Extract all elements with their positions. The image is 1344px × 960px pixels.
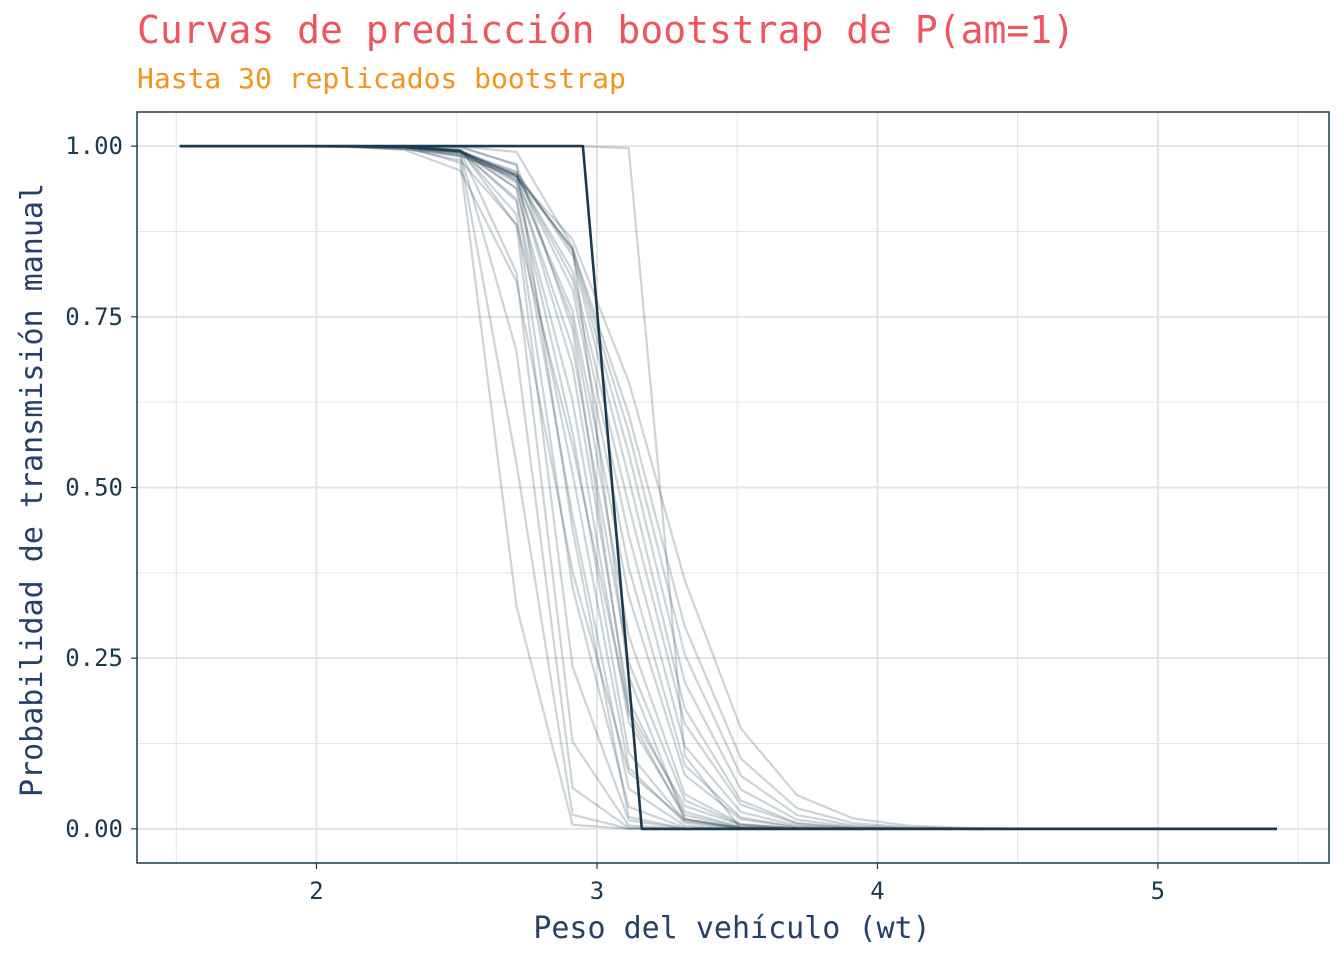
x-tick-label: 5 [1151,877,1165,905]
chart-subtitle: Hasta 30 replicados bootstrap [137,62,626,95]
x-tick-label: 2 [309,877,323,905]
major-gridlines [137,112,1329,863]
minor-gridlines [137,112,1329,863]
highlight-curve-line [179,144,1277,831]
y-tick-label: 0.75 [65,303,123,331]
y-tick-label: 0.50 [65,474,123,502]
y-axis-label: Probabilidad de transmisión manual [15,183,50,797]
highlight-curve [179,144,1277,831]
x-tick-label: 3 [590,877,604,905]
x-tick-label: 4 [870,877,884,905]
y-tick-label: 0.00 [65,815,123,843]
y-tick-label: 0.25 [65,644,123,672]
x-axis-ticks: 2 3 4 5 [309,863,1165,905]
x-axis-label: Peso del vehículo (wt) [533,911,930,946]
chart-title: Curvas de predicción bootstrap de P(am=1… [137,8,1075,52]
y-axis-ticks: 0.00 0.25 0.50 0.75 1.00 [65,132,137,843]
y-tick-label: 1.00 [65,132,123,160]
